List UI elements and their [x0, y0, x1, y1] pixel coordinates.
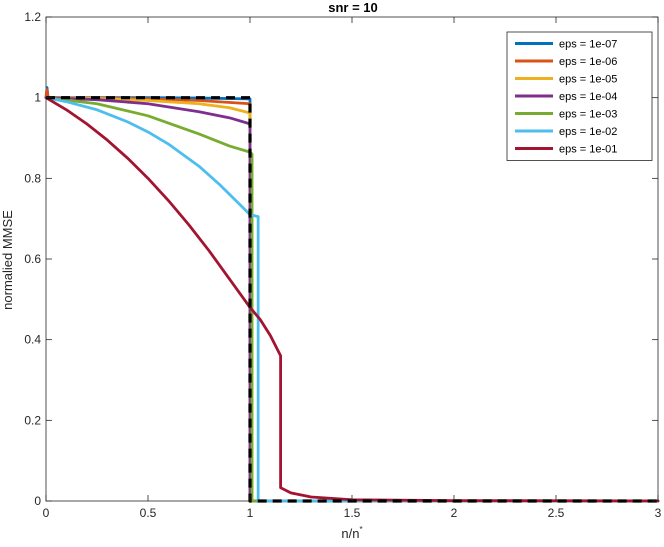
- x-tick-label: 1.5: [344, 506, 361, 520]
- series-line-4: [44, 96, 660, 503]
- legend-label: eps = 1e-06: [559, 56, 617, 68]
- y-tick-label: 0.2: [24, 413, 41, 427]
- y-tick-label: 0: [34, 494, 41, 508]
- x-tick-label: 0: [43, 506, 50, 520]
- legend-label: eps = 1e-07: [559, 39, 617, 51]
- chart-title: snr = 10: [328, 0, 378, 15]
- legend-label: eps = 1e-02: [559, 126, 617, 138]
- x-tick-label: 3: [655, 506, 662, 520]
- y-tick-label: 1: [34, 91, 41, 105]
- legend-label: eps = 1e-04: [559, 91, 617, 103]
- y-tick-label: 1.2: [24, 10, 41, 24]
- x-tick-label: 2.5: [548, 506, 565, 520]
- y-tick-label: 0.6: [24, 252, 41, 266]
- legend-label: eps = 1e-03: [559, 109, 617, 121]
- legend-label: eps = 1e-01: [559, 144, 617, 156]
- x-tick-label: 2: [451, 506, 458, 520]
- x-tick-label: 1: [247, 506, 254, 520]
- legend-label: eps = 1e-05: [559, 74, 617, 86]
- y-axis-label: normalied MMSE: [0, 210, 15, 310]
- x-axis-label-superscript: *: [359, 525, 362, 534]
- y-axis-ticks: 0 0.2 0.4 0.6 0.8 1 1.2: [24, 10, 658, 508]
- series-line-6: [44, 96, 660, 503]
- y-tick-label: 0.4: [24, 333, 41, 347]
- x-tick-label: 0.5: [140, 506, 157, 520]
- x-axis-label-text: n/n: [341, 526, 359, 541]
- x-axis-label: n/n*: [341, 525, 362, 541]
- series-line-5: [44, 96, 660, 503]
- legend[interactable]: eps = 1e-07 eps = 1e-06 eps = 1e-05 eps = 1…: [506, 31, 653, 161]
- y-tick-label: 0.8: [24, 171, 41, 185]
- x-axis-ticks: 0 0.5 1 1.5 2 2.5 3: [43, 17, 662, 520]
